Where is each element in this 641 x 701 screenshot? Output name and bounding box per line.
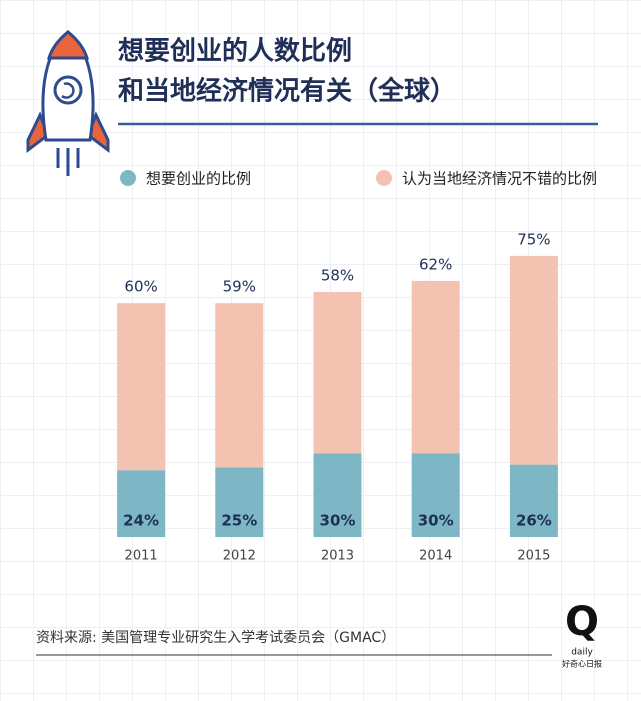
value-label: 26% xyxy=(516,512,552,530)
x-tick-label: 2014 xyxy=(419,549,452,564)
rocket-icon xyxy=(26,30,110,176)
bar-segment xyxy=(313,453,362,537)
bar-segment xyxy=(411,280,460,454)
value-label: 58% xyxy=(321,267,354,285)
bar-segment xyxy=(215,303,264,468)
chart-title: 和当地经济情况有关（全球） xyxy=(118,76,456,107)
source: 资料来源: 美国管理专业研究生入学考试委员会（GMAC） xyxy=(36,630,395,646)
legend-label: 认为当地经济情况不错的比例 xyxy=(402,170,597,188)
bar-segment xyxy=(509,464,558,537)
x-tick-label: 2012 xyxy=(223,549,256,564)
logo-mark: Q xyxy=(565,599,599,645)
bar-segment xyxy=(215,467,264,537)
value-label: 25% xyxy=(221,512,257,530)
value-label: 30% xyxy=(418,512,454,530)
logo-name: 好奇心日报 xyxy=(562,659,602,669)
logo-word: daily xyxy=(571,648,593,658)
x-tick-label: 2013 xyxy=(321,549,354,564)
chart-title: 想要创业的人数比例 xyxy=(118,36,352,67)
bar-segment xyxy=(313,292,362,454)
value-label: 30% xyxy=(320,512,356,530)
legend-swatch xyxy=(120,170,136,186)
bar-segment xyxy=(117,470,166,537)
value-label: 60% xyxy=(124,278,157,296)
x-tick-label: 2015 xyxy=(517,549,550,564)
bar-segment xyxy=(509,255,558,465)
value-label: 59% xyxy=(223,278,256,296)
value-label: 75% xyxy=(517,230,550,248)
legend-swatch xyxy=(376,170,392,186)
x-tick-label: 2011 xyxy=(125,549,158,564)
value-label: 62% xyxy=(419,255,452,273)
bar-segment xyxy=(117,303,166,471)
value-label: 24% xyxy=(123,512,159,530)
bar-segment xyxy=(411,453,460,537)
legend-label: 想要创业的比例 xyxy=(146,170,251,188)
